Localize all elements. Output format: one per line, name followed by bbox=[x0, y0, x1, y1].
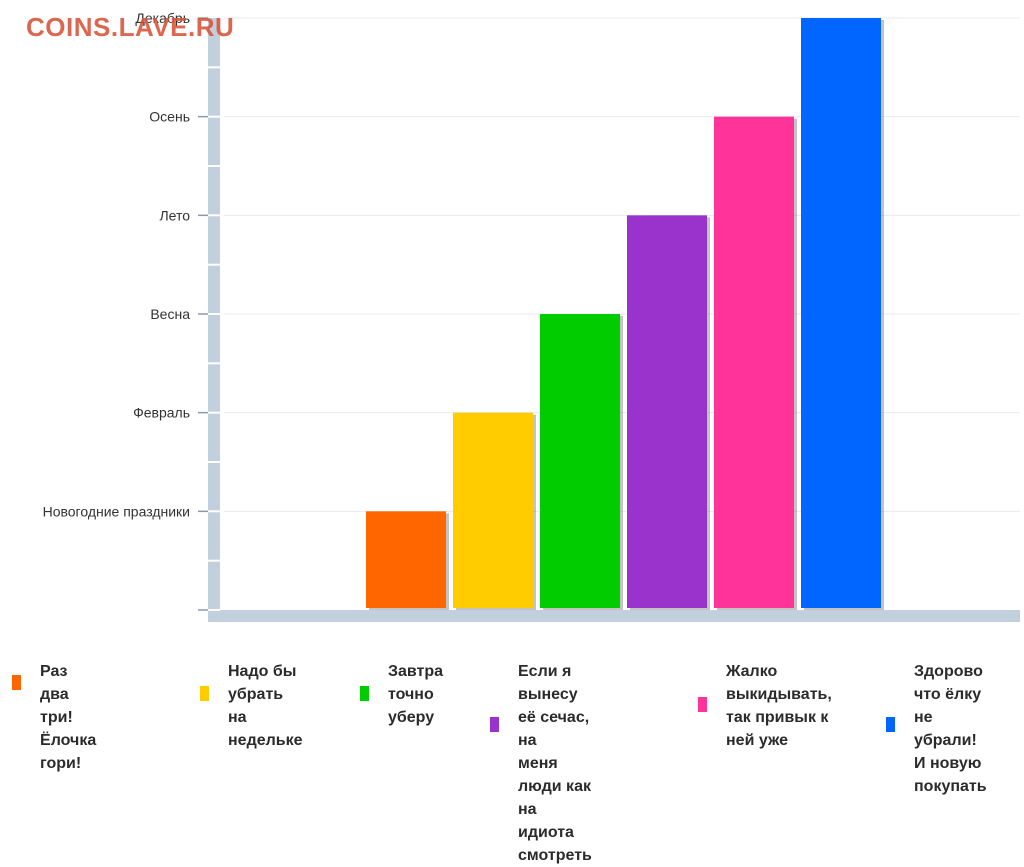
y-tick-label: Декабрь bbox=[135, 10, 190, 26]
gridlines bbox=[224, 17, 1020, 512]
legend-swatch bbox=[490, 717, 499, 732]
legend-label: Здорово что ёлку не убрали! И новую поку… bbox=[914, 663, 987, 795]
axes bbox=[208, 18, 1020, 622]
legend-label: Завтра точно уберу bbox=[388, 663, 444, 726]
legend-swatch bbox=[360, 686, 369, 701]
bar bbox=[366, 511, 446, 608]
bars bbox=[366, 18, 884, 611]
x-axis-line bbox=[220, 610, 1020, 622]
legend-swatch bbox=[886, 717, 895, 732]
bar bbox=[714, 116, 794, 609]
bar bbox=[627, 215, 707, 609]
legend-label: Жалко выкидывать, так привык к ней уже bbox=[726, 663, 832, 749]
legend-swatch bbox=[200, 686, 209, 701]
legend-swatch bbox=[698, 697, 707, 712]
y-axis-line bbox=[208, 18, 220, 622]
legend-swatch bbox=[12, 675, 21, 690]
bar-chart: Новогодние праздники Февраль Весна Лето Осен… bbox=[43, 10, 1020, 622]
y-axis-ticks: Новогодние праздники Февраль Весна Лето Осен… bbox=[43, 10, 208, 611]
legend-label: Раз два три! Ёлочка гори! bbox=[40, 663, 97, 772]
y-tick-label: Новогодние праздники bbox=[43, 503, 190, 519]
legend-label: Если я вынесу её сечас, на меня люди как… bbox=[518, 663, 592, 864]
legend-label: Надо бы убрать на недельке bbox=[228, 663, 303, 749]
bar bbox=[801, 18, 881, 608]
bar bbox=[540, 314, 620, 608]
y-tick-label: Лето bbox=[159, 207, 190, 223]
watermark: COINS.LAVE.RU bbox=[26, 12, 235, 42]
y-tick-label: Весна bbox=[150, 306, 190, 322]
y-tick-label: Осень bbox=[149, 109, 190, 125]
y-tick-label: Февраль bbox=[133, 405, 190, 421]
legend: Раз два три! Ёлочка гори! Надо бы убрать … bbox=[0, 655, 1024, 864]
bar bbox=[453, 412, 533, 608]
